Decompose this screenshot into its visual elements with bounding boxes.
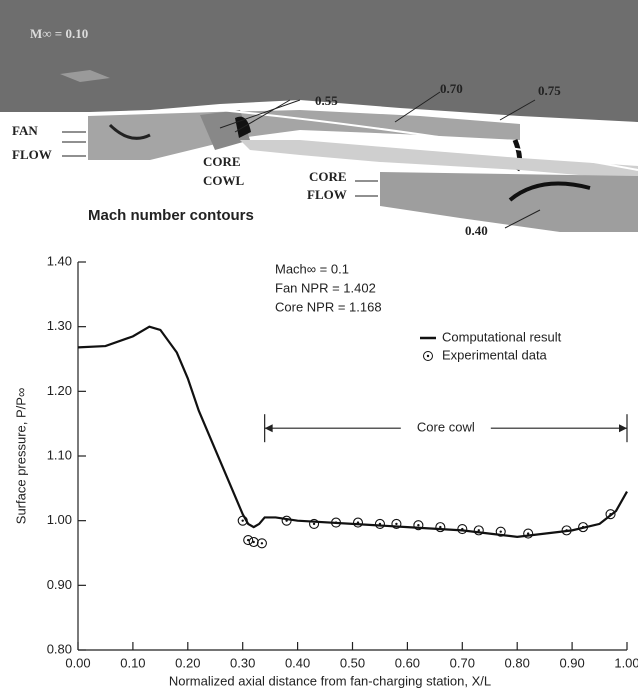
core-cowl-label: COWL	[203, 173, 245, 188]
span-arrow	[264, 424, 273, 433]
scatter-point	[248, 536, 259, 548]
scatter-point-dot	[395, 522, 398, 526]
scatter-point	[457, 524, 468, 535]
scatter-point-dot	[285, 519, 288, 522]
annotation: Fan NPR = 1.402	[275, 280, 376, 295]
scatter-point-dot	[246, 538, 250, 542]
core-flow-label: FLOW	[307, 187, 347, 202]
scatter-point	[495, 526, 506, 537]
y-tick-label: 0.80	[47, 641, 72, 656]
y-tick-label: 1.10	[47, 447, 72, 462]
y-tick-label: 1.40	[47, 253, 72, 268]
legend-label: Computational result	[442, 329, 562, 344]
contour-label: 0.40	[465, 223, 488, 238]
x-tick-label: 0.70	[450, 655, 475, 670]
x-tick-label: 0.60	[395, 655, 420, 670]
span-arrow	[619, 424, 627, 433]
annotation: Core NPR = 1.168	[275, 299, 382, 314]
scatter-point	[578, 522, 589, 533]
x-tick-label: 0.30	[230, 655, 255, 670]
x-tick-label: 0.00	[65, 655, 90, 670]
contour-label: 0.70	[440, 81, 463, 96]
scatter-point-dot	[356, 521, 360, 524]
legend-marker	[423, 351, 433, 361]
annotation: Mach∞ = 0.1	[275, 261, 349, 276]
scatter-point-dot	[241, 519, 244, 522]
fan-flow-label: FLOW	[12, 147, 52, 162]
scatter-point-dot	[312, 522, 316, 526]
core-cowl-label: CORE	[203, 154, 241, 169]
scatter-point-dot	[609, 513, 612, 516]
scatter-point-dot	[439, 525, 442, 529]
legend-label: Experimental data	[442, 347, 548, 362]
scatter-point	[413, 520, 424, 531]
scatter-point	[374, 518, 386, 529]
x-axis-label: Normalized axial distance from fan-charg…	[169, 673, 491, 688]
legend-marker-dot	[426, 354, 430, 358]
scatter-point	[330, 517, 342, 528]
contour-label: 0.55	[315, 93, 338, 108]
scatter-point-dot	[565, 529, 568, 532]
x-tick-label: 1.00	[614, 655, 638, 670]
scatter-point-dot	[417, 523, 420, 527]
x-tick-label: 0.10	[120, 655, 145, 670]
y-tick-label: 0.90	[47, 577, 72, 592]
scatter-point-dot	[499, 530, 502, 533]
scatter-point	[523, 528, 534, 539]
scatter-point	[256, 538, 267, 549]
scatter-point	[605, 509, 616, 520]
scatter-point	[391, 518, 402, 529]
scatter-point	[473, 525, 484, 536]
span-label: Core cowl	[417, 420, 475, 435]
scatter-point-dot	[334, 521, 338, 524]
scatter-point-dot	[477, 529, 480, 532]
contour-caption: Mach number contours	[88, 207, 254, 224]
x-tick-label: 0.80	[505, 655, 530, 670]
scatter-point-dot	[252, 540, 255, 544]
core-flow-label: CORE	[309, 169, 347, 184]
freestream-label: M∞ = 0.10	[30, 26, 88, 41]
contour-image	[0, 0, 638, 232]
scatter-point	[243, 535, 254, 546]
contour-label: 0.75	[538, 83, 561, 98]
scatter-point	[309, 518, 320, 529]
scatter-point-dot	[526, 532, 530, 535]
scatter-point	[561, 525, 572, 536]
x-tick-label: 0.90	[559, 655, 584, 670]
x-tick-label: 0.20	[175, 655, 200, 670]
scatter-point	[352, 517, 364, 528]
fan-flow-label: FAN	[12, 123, 38, 138]
y-axis-label: Surface pressure, P/P∞	[13, 388, 28, 524]
scatter-point	[281, 515, 292, 526]
y-tick-label: 1.30	[47, 318, 72, 333]
x-tick-label: 0.50	[340, 655, 365, 670]
scatter-point-dot	[378, 522, 382, 526]
scatter-point-dot	[581, 525, 585, 529]
scatter-point-dot	[260, 542, 264, 545]
scatter-point	[435, 522, 446, 533]
line-series	[77, 325, 628, 538]
scatter-point	[237, 515, 248, 526]
scatter-point-dot	[461, 527, 464, 531]
x-tick-label: 0.40	[285, 655, 310, 670]
y-tick-label: 1.20	[47, 383, 72, 398]
y-tick-label: 1.00	[47, 512, 72, 527]
